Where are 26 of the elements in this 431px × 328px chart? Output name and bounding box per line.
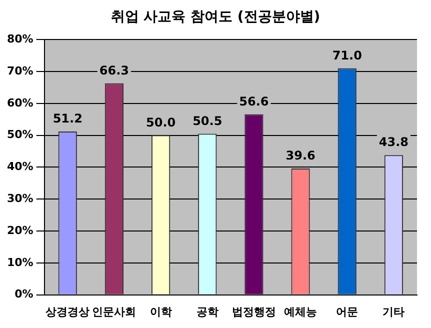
data-label: 50.5	[192, 114, 222, 128]
x-tick-label: 법정행정	[232, 305, 276, 318]
y-tick-label: 50%	[6, 128, 34, 142]
x-tick-label: 인문사회	[92, 305, 136, 318]
x-tick-label: 공학	[196, 305, 218, 318]
y-tick-label: 60%	[6, 96, 34, 110]
y-tick-label: 70%	[6, 64, 34, 78]
chart-title: 취업 사교육 참여도 (전공분야별)	[110, 8, 322, 26]
y-tick-label: 40%	[6, 160, 34, 174]
x-tick-label: 예체능	[284, 305, 318, 318]
y-tick-label: 30%	[6, 192, 34, 205]
x-tick-label: 상경경상	[46, 305, 90, 318]
data-label: 50.0	[146, 115, 176, 130]
x-tick-label: 이학	[150, 305, 172, 318]
data-label: 43.8	[378, 135, 409, 150]
y-tick-label: 20%	[6, 224, 34, 237]
data-label: 66.3	[99, 63, 130, 78]
y-tick-label: 80%	[6, 32, 34, 46]
data-label: 39.6	[286, 148, 316, 163]
y-tick-label: 10%	[6, 256, 34, 269]
data-label: 56.6	[239, 94, 269, 108]
y-tick-label: 0%	[14, 288, 34, 301]
x-tick-label: 기타	[382, 305, 405, 318]
x-tick-label: 어문	[336, 305, 358, 318]
data-label: 71.0	[332, 48, 362, 62]
data-label: 51.2	[52, 112, 82, 126]
